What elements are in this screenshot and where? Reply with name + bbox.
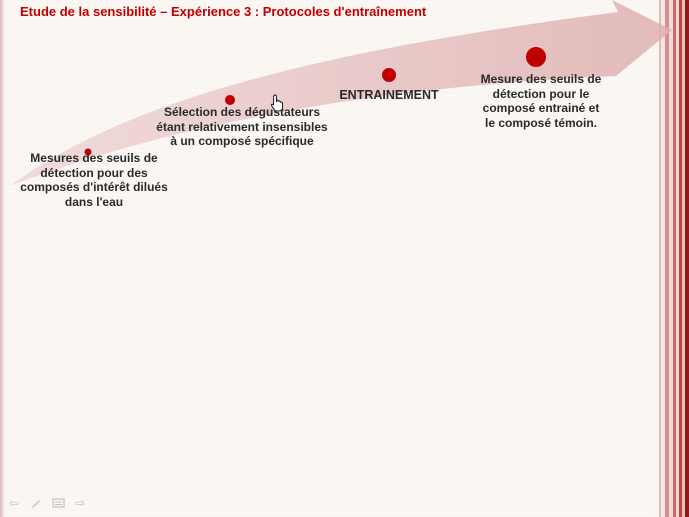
- arrow-right-icon[interactable]: ⇨: [74, 496, 86, 510]
- step-dot-4: [525, 46, 547, 68]
- slide-title: Etude de la sensibilité – Expérience 3 :…: [20, 4, 427, 19]
- arrow-left-icon[interactable]: ⇦: [8, 496, 20, 510]
- step-1-label: Mesures des seuils de détection pour des…: [20, 151, 168, 209]
- step-dot-2: [224, 94, 236, 106]
- step-3-label: ENTRAINEMENT: [339, 88, 439, 102]
- slide-right-border: [655, 0, 689, 517]
- step-dot-1: [84, 148, 92, 156]
- step-4-label: Mesure des seuils de détection pour le c…: [480, 72, 602, 130]
- slide-menu-icon[interactable]: [50, 496, 66, 510]
- arrow-body: [10, 0, 672, 186]
- slide-left-border: [0, 0, 5, 517]
- hand-cursor-icon: [270, 94, 284, 112]
- step-2-label: Sélection des dégustateurs étant relativ…: [156, 105, 328, 148]
- slide-navigation: ⇦ ⇨: [6, 496, 88, 510]
- step-dot-3: [381, 67, 397, 83]
- pen-icon[interactable]: [28, 496, 44, 510]
